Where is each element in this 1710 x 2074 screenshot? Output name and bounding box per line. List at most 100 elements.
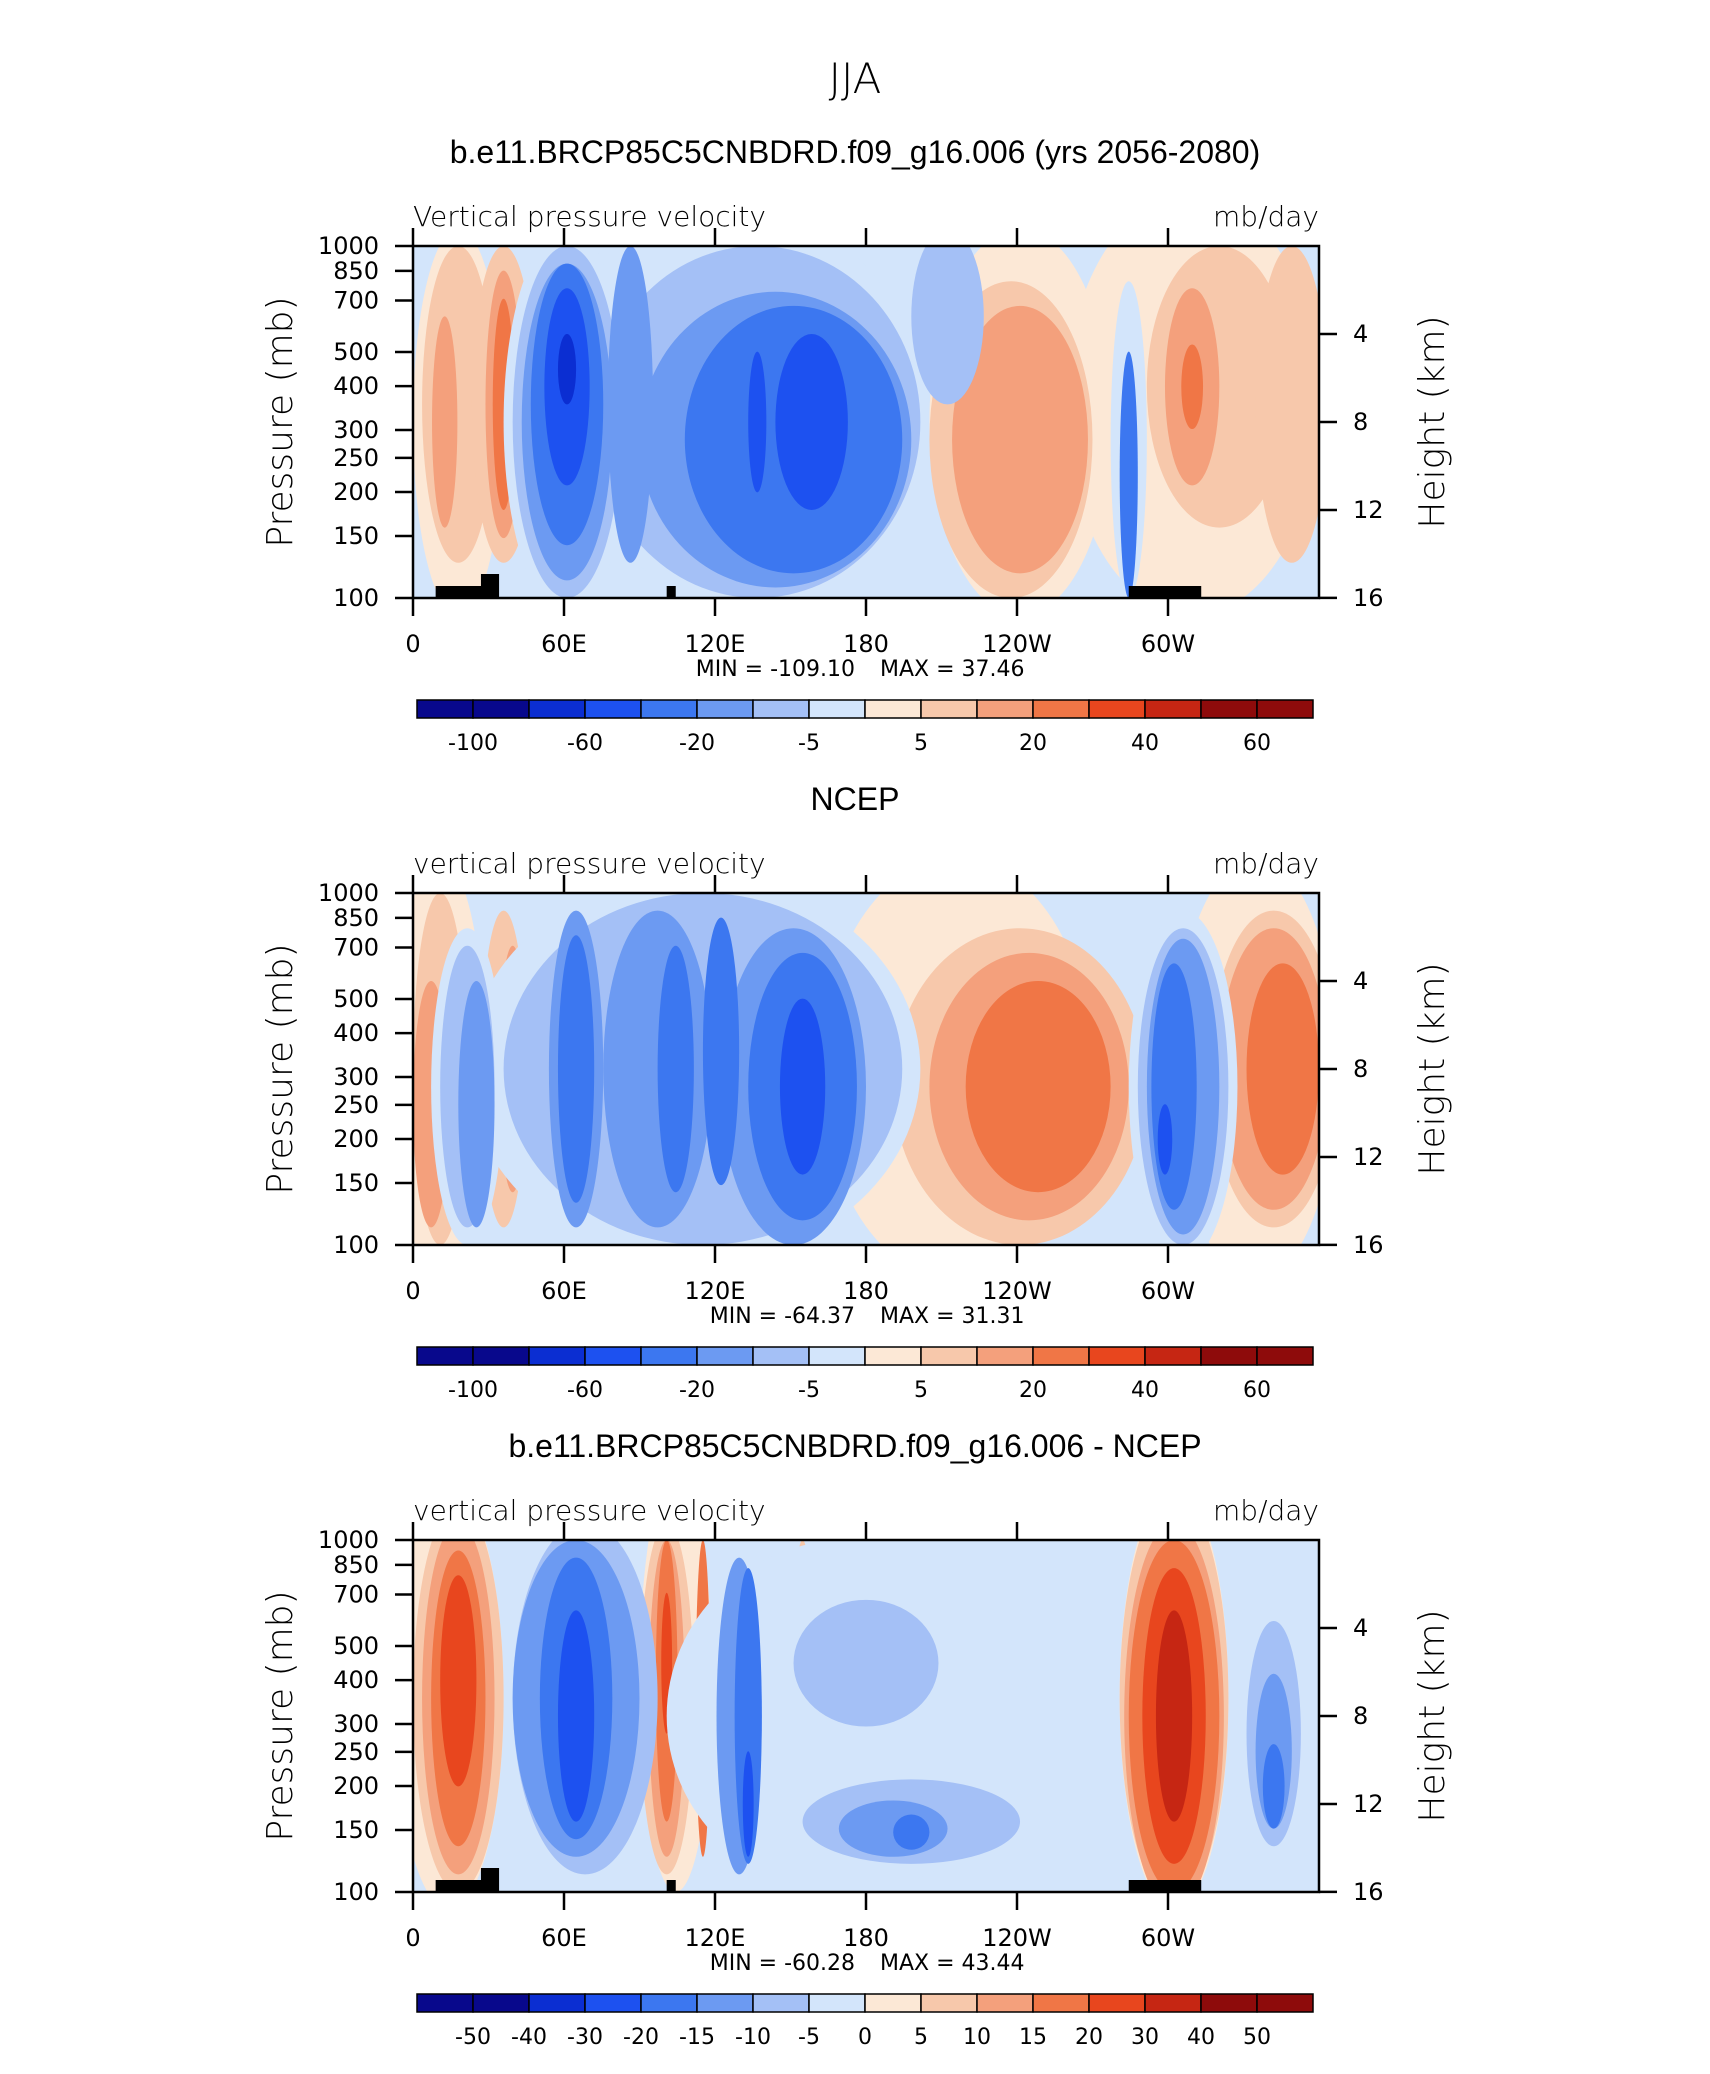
y-tick-label: 850 bbox=[333, 904, 379, 932]
panel-title: b.e11.BRCP85C5CNBDRD.f09_g16.006 (yrs 20… bbox=[450, 134, 1261, 170]
colorbar-label: -5 bbox=[798, 731, 820, 756]
y2-axis-title: Height (km) bbox=[1412, 962, 1453, 1175]
max-label: MAX = 37.46 bbox=[880, 657, 1025, 682]
panel-title: NCEP bbox=[811, 781, 900, 817]
colorbar-box bbox=[640, 1993, 698, 2013]
contour-region bbox=[1262, 1744, 1285, 1829]
y-tick-label: 200 bbox=[333, 1772, 379, 1800]
colorbar-box bbox=[472, 1346, 530, 1366]
contour-region bbox=[607, 246, 654, 563]
colorbar-box bbox=[976, 1346, 1034, 1366]
colorbar-label: 20 bbox=[1075, 2025, 1103, 2050]
colorbar-label: 20 bbox=[1019, 1378, 1047, 1403]
y-tick-label: 1000 bbox=[318, 879, 379, 907]
colorbar-box bbox=[1200, 699, 1258, 719]
colorbar-label: 40 bbox=[1187, 2025, 1215, 2050]
x-tick-label: 60W bbox=[1141, 1277, 1195, 1305]
y2-axis-title: Height (km) bbox=[1412, 315, 1453, 528]
x-tick-label: 120W bbox=[982, 1277, 1052, 1305]
colorbar-box bbox=[696, 699, 754, 719]
x-tick-label: 0 bbox=[405, 1277, 420, 1305]
contour-region bbox=[1246, 963, 1319, 1175]
x-tick-label: 60E bbox=[541, 1924, 587, 1952]
colorbar-label: 5 bbox=[914, 2025, 928, 2050]
page-title: JJA bbox=[829, 54, 882, 103]
colorbar-label: 10 bbox=[963, 2025, 991, 2050]
y-tick-label: 850 bbox=[333, 1551, 379, 1579]
y-tick-label: 700 bbox=[333, 1581, 379, 1609]
y-axis-title: Pressure (mb) bbox=[260, 943, 301, 1194]
colorbar-label: -20 bbox=[679, 731, 715, 756]
y-tick-label: 500 bbox=[333, 985, 379, 1013]
y-tick-label: 1000 bbox=[318, 1526, 379, 1554]
colorbar-box bbox=[752, 1346, 810, 1366]
contour-region bbox=[557, 935, 595, 1203]
y2-tick-label: 4 bbox=[1353, 320, 1368, 348]
contour-region bbox=[432, 316, 458, 528]
colorbar-label: -5 bbox=[798, 1378, 820, 1403]
colorbar-label: -20 bbox=[623, 2025, 659, 2050]
colorbar-box bbox=[1144, 1993, 1202, 2013]
contour-region bbox=[557, 334, 577, 405]
colorbar-box bbox=[416, 1993, 474, 2013]
y2-tick-label: 8 bbox=[1353, 1055, 1368, 1083]
min-label: MIN = -60.28 bbox=[710, 1951, 855, 1976]
colorbar-box bbox=[976, 1993, 1034, 2013]
colorbar-label: 30 bbox=[1131, 2025, 1159, 2050]
y-tick-label: 700 bbox=[333, 934, 379, 962]
colorbar-label: 15 bbox=[1019, 2025, 1047, 2050]
colorbar-box bbox=[864, 1346, 922, 1366]
colorbar-box bbox=[808, 1346, 866, 1366]
colorbar-box bbox=[864, 1993, 922, 2013]
y-tick-label: 500 bbox=[333, 1632, 379, 1660]
colorbar-box bbox=[1256, 1993, 1314, 2013]
colorbar-box bbox=[1088, 1346, 1146, 1366]
y2-axis-title: Height (km) bbox=[1412, 1609, 1453, 1822]
colorbar-box bbox=[920, 1346, 978, 1366]
terrain-mask bbox=[666, 586, 676, 598]
colorbar-box bbox=[528, 699, 586, 719]
y2-tick-label: 8 bbox=[1353, 1702, 1368, 1730]
colorbar-box bbox=[1200, 1346, 1258, 1366]
x-tick-label: 120W bbox=[982, 1924, 1052, 1952]
colorbar-label: -60 bbox=[567, 731, 603, 756]
colorbar-label: 50 bbox=[1243, 2025, 1271, 2050]
y-tick-label: 400 bbox=[333, 1019, 379, 1047]
contour-region bbox=[1157, 1104, 1173, 1175]
colorbar-box bbox=[584, 1993, 642, 2013]
colorbar-box bbox=[640, 699, 698, 719]
colorbar-box bbox=[1256, 1346, 1314, 1366]
y2-tick-label: 16 bbox=[1353, 1231, 1384, 1259]
colorbar-label: 5 bbox=[914, 731, 928, 756]
panel-units-label: mb/day bbox=[1213, 847, 1319, 880]
panel-left-label: vertical pressure velocity bbox=[413, 1494, 766, 1527]
y-tick-label: 150 bbox=[333, 1816, 379, 1844]
colorbar-box bbox=[976, 699, 1034, 719]
terrain-mask bbox=[480, 1868, 500, 1892]
contour-region bbox=[702, 917, 740, 1186]
y2-tick-label: 4 bbox=[1353, 967, 1368, 995]
contour-region bbox=[734, 1568, 762, 1864]
colorbar-box bbox=[1144, 699, 1202, 719]
contour-region bbox=[775, 334, 848, 510]
y-tick-label: 250 bbox=[333, 1091, 379, 1119]
y-axis-title: Pressure (mb) bbox=[260, 1590, 301, 1841]
contour-region bbox=[557, 1610, 595, 1822]
colorbar-box bbox=[752, 699, 810, 719]
colorbar-label: 0 bbox=[858, 2025, 872, 2050]
contour-region bbox=[748, 351, 767, 493]
colorbar-box bbox=[864, 699, 922, 719]
colorbar-label: -20 bbox=[679, 1378, 715, 1403]
y-tick-label: 700 bbox=[333, 287, 379, 315]
colorbar-box bbox=[528, 1346, 586, 1366]
colorbar-label: 60 bbox=[1243, 1378, 1271, 1403]
panel-1: b.e11.BRCP85C5CNBDRD.f09_g16.006 (yrs 20… bbox=[260, 134, 1453, 756]
x-tick-label: 120W bbox=[982, 630, 1052, 658]
contour-region bbox=[952, 305, 1088, 574]
y2-tick-label: 16 bbox=[1353, 1878, 1384, 1906]
y2-tick-label: 12 bbox=[1353, 1790, 1384, 1818]
contour-region bbox=[911, 246, 984, 405]
terrain-mask bbox=[435, 1880, 495, 1892]
contour-region bbox=[838, 1800, 948, 1857]
colorbar-box bbox=[696, 1993, 754, 2013]
